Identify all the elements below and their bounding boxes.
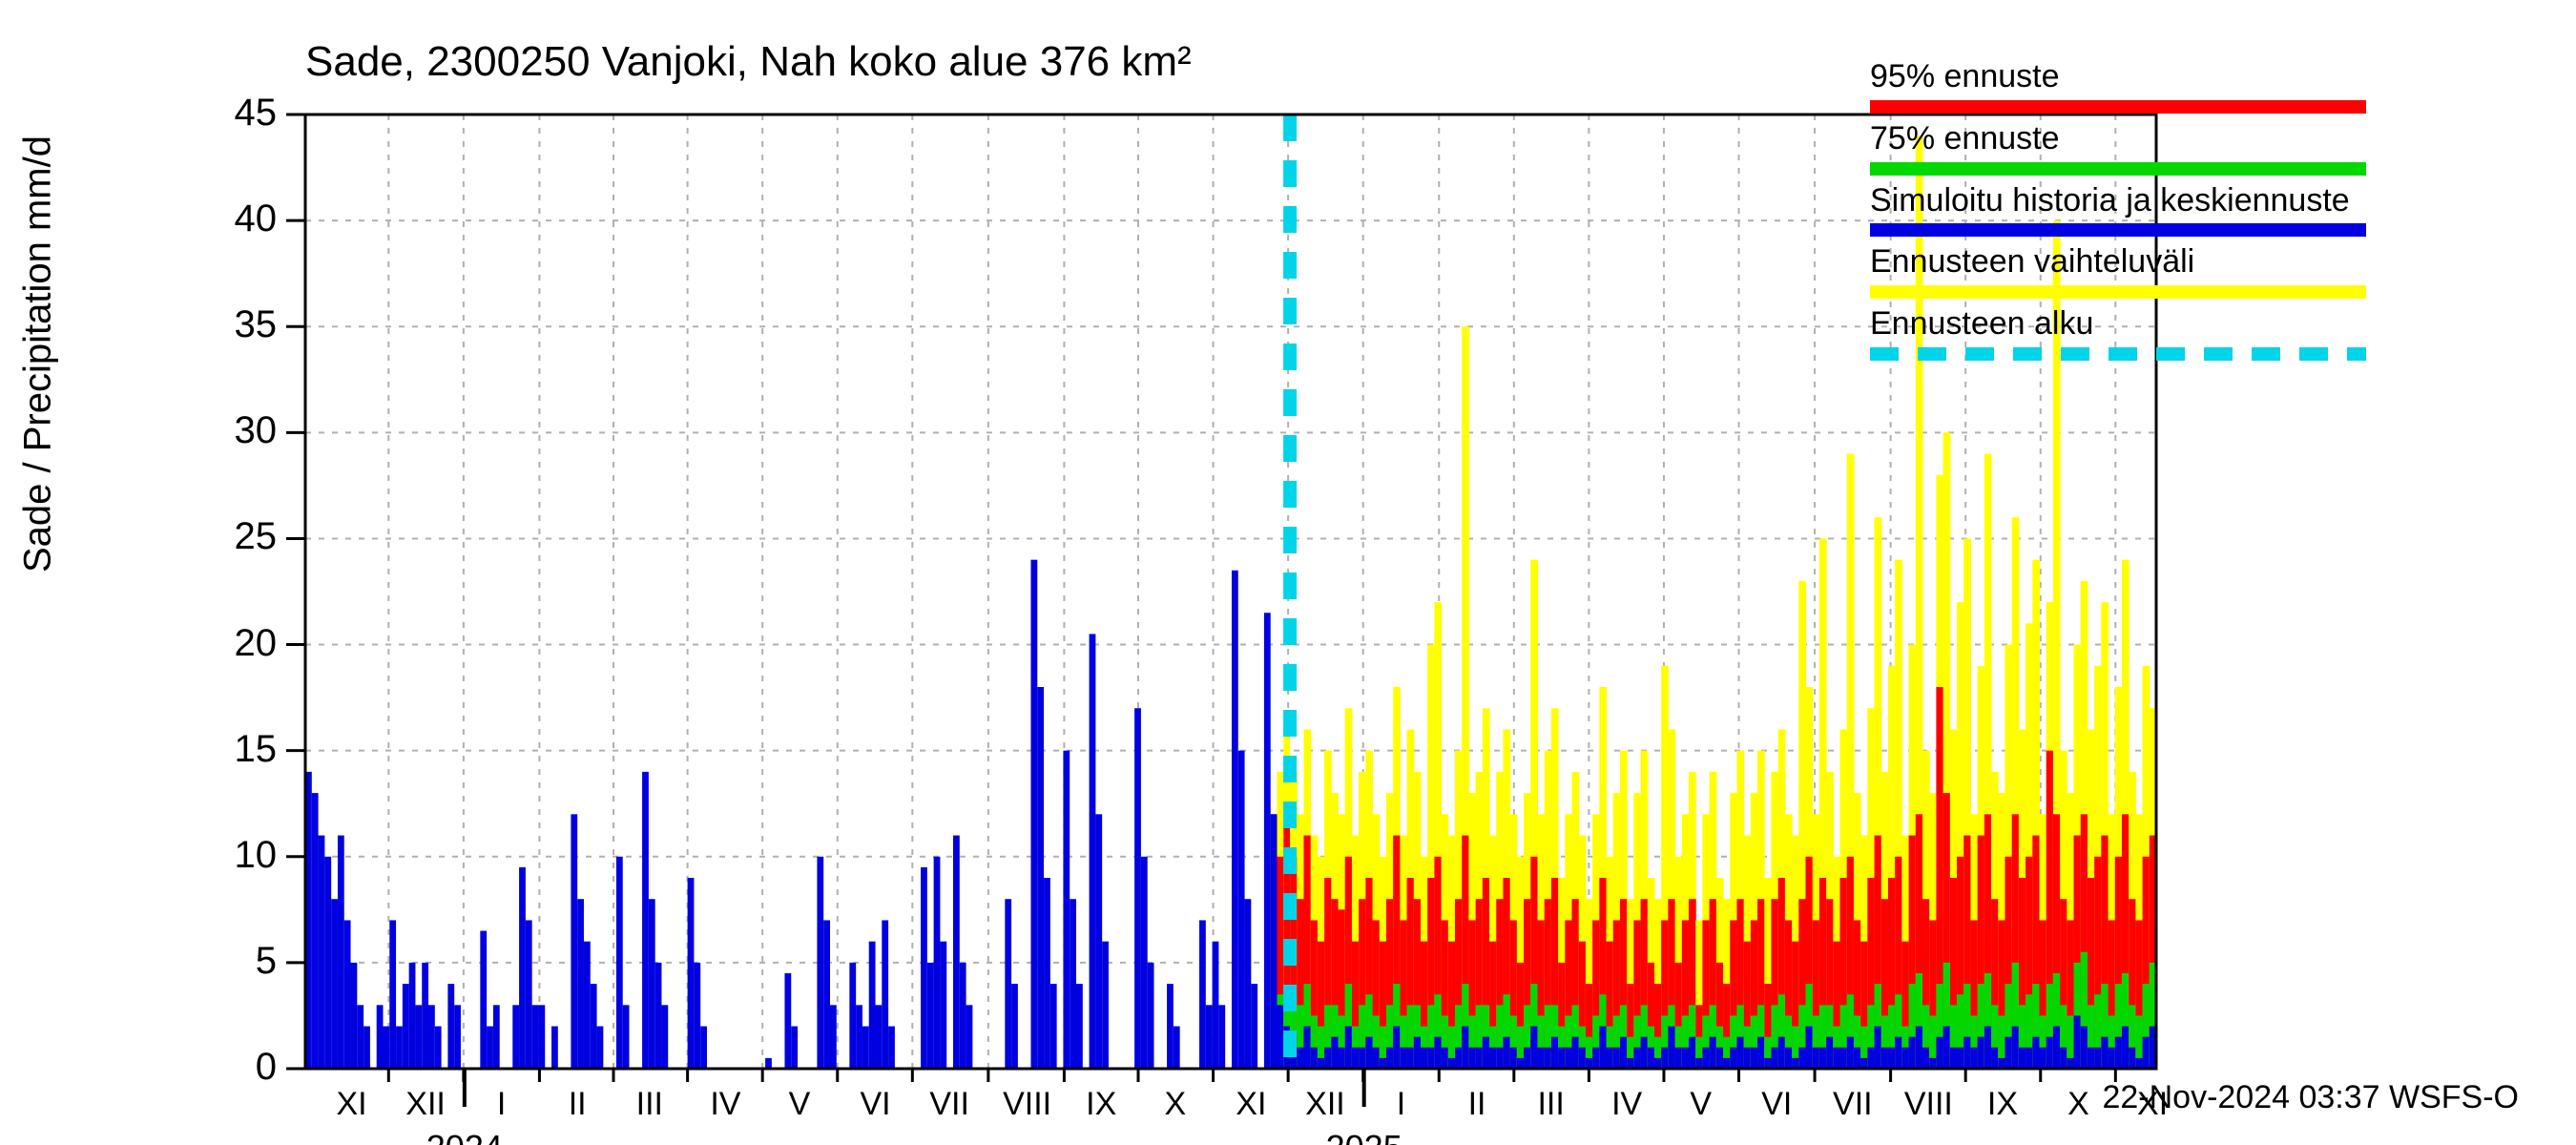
x-tick-label: IX (1987, 1086, 2018, 1123)
y-tick-label: 25 (200, 515, 277, 558)
x-tick-label: III (1537, 1086, 1564, 1123)
x-tick-label: XI (1236, 1086, 1266, 1123)
x-tick-label: VIII (1003, 1086, 1051, 1123)
x-tick-label: II (1468, 1086, 1486, 1123)
x-tick-label: I (497, 1086, 506, 1123)
legend-swatch (1870, 347, 2366, 361)
year-label: 2025 (1326, 1128, 1402, 1145)
x-tick-label: V (789, 1086, 811, 1123)
legend-item: 95% ennuste (1870, 57, 2366, 114)
x-tick-label: IV (1611, 1086, 1642, 1123)
x-tick-label: II (569, 1086, 587, 1123)
y-tick-label: 5 (200, 940, 277, 983)
x-tick-label: VIII (1904, 1086, 1953, 1123)
legend-item: Ennusteen alku (1870, 304, 2366, 361)
x-tick-label: III (636, 1086, 663, 1123)
chart-container: { "title": "Sade, 2300250 Vanjoki, Nah k… (0, 0, 2576, 1145)
x-tick-label: XII (1305, 1086, 1345, 1123)
legend-swatch (1870, 223, 2366, 237)
y-tick-label: 10 (200, 834, 277, 877)
y-tick-label: 45 (200, 92, 277, 135)
x-tick-label: VII (929, 1086, 969, 1123)
y-tick-label: 35 (200, 303, 277, 346)
x-tick-label: X (2067, 1086, 2089, 1123)
x-tick-label: IX (1086, 1086, 1116, 1123)
legend-item: 75% ennuste (1870, 119, 2366, 176)
x-tick-label: IV (710, 1086, 740, 1123)
x-tick-label: XI (336, 1086, 366, 1123)
legend-label: 75% ennuste (1870, 119, 2366, 158)
legend: 95% ennuste 75% ennuste Simuloitu historia… (1870, 57, 2366, 366)
legend-swatch (1870, 285, 2366, 299)
legend-label: Ennusteen vaihteluväli (1870, 242, 2366, 281)
y-tick-label: 40 (200, 198, 277, 240)
x-tick-label: VII (1833, 1086, 1873, 1123)
x-tick-label: VI (860, 1086, 890, 1123)
legend-item: Ennusteen vaihteluväli (1870, 242, 2366, 299)
y-tick-label: 15 (200, 728, 277, 771)
legend-label: Ennusteen alku (1870, 304, 2366, 344)
x-tick-label: VI (1761, 1086, 1792, 1123)
x-tick-label: V (1690, 1086, 1712, 1123)
year-label: 2024 (426, 1128, 503, 1145)
legend-label: Simuloitu historia ja keskiennuste (1870, 181, 2366, 220)
x-tick-label: XII (405, 1086, 446, 1123)
legend-label: 95% ennuste (1870, 57, 2366, 96)
x-tick-label: XI (2137, 1086, 2168, 1123)
x-tick-label: I (1397, 1086, 1405, 1123)
y-tick-label: 20 (200, 622, 277, 665)
legend-swatch (1870, 162, 2366, 176)
y-tick-label: 0 (200, 1046, 277, 1089)
y-tick-label: 30 (200, 409, 277, 452)
legend-swatch (1870, 100, 2366, 114)
legend-item: Simuloitu historia ja keskiennuste (1870, 181, 2366, 238)
x-tick-label: X (1164, 1086, 1186, 1123)
